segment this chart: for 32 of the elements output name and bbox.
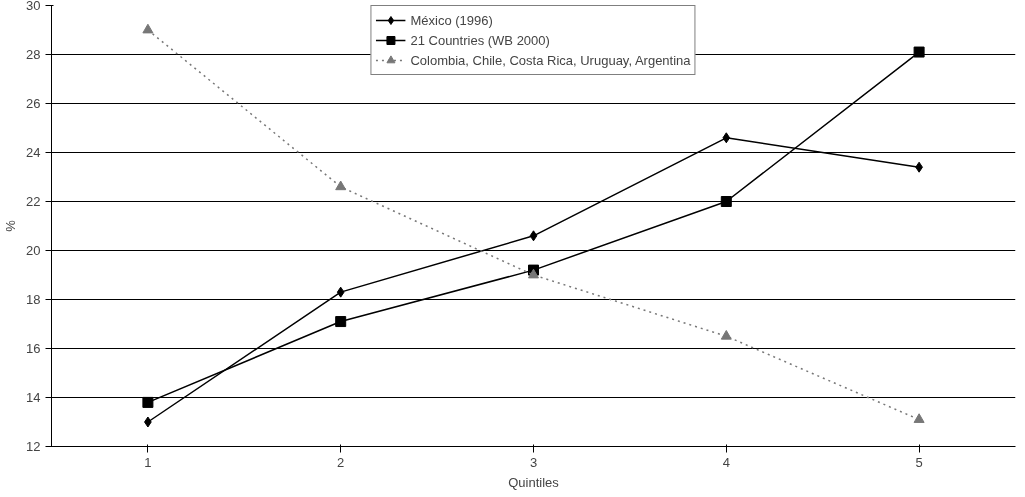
point xyxy=(142,396,154,408)
x-tick-label: 1 xyxy=(144,454,152,470)
point xyxy=(335,180,347,191)
point xyxy=(528,268,539,279)
y-tick-label: 20 xyxy=(26,243,41,258)
y-tick-label: 14 xyxy=(26,390,41,405)
point xyxy=(142,23,154,34)
point xyxy=(529,230,538,242)
y-tick-label: 26 xyxy=(26,96,41,111)
point xyxy=(336,286,345,298)
x-axis-title: Quintiles xyxy=(508,474,560,490)
y-tick-label: 22 xyxy=(26,194,41,209)
legend-label: Colombia, Chile, Costa Rica, Uruguay, Argentina xyxy=(410,52,691,68)
x-tick-label: 5 xyxy=(915,454,923,470)
legend-label: México (1996) xyxy=(410,12,493,28)
y-axis-title: % xyxy=(3,219,19,232)
point xyxy=(720,196,732,207)
point xyxy=(335,316,347,328)
point xyxy=(720,329,732,340)
point xyxy=(913,46,925,58)
y-tick-label: 18 xyxy=(26,292,41,307)
y-tick-label: 16 xyxy=(26,341,41,356)
y-tick-label: 24 xyxy=(26,145,41,160)
y-tick-label: 30 xyxy=(26,0,41,13)
x-tick-label: 4 xyxy=(722,454,730,470)
y-tick-label: 28 xyxy=(26,47,41,62)
legend-label: 21 Countries (WB 2000) xyxy=(410,32,550,48)
y-tick-label: 12 xyxy=(26,439,41,454)
x-tick-label: 2 xyxy=(337,454,345,470)
point xyxy=(913,413,925,423)
x-tick-label: 3 xyxy=(529,454,538,470)
point xyxy=(722,132,731,144)
